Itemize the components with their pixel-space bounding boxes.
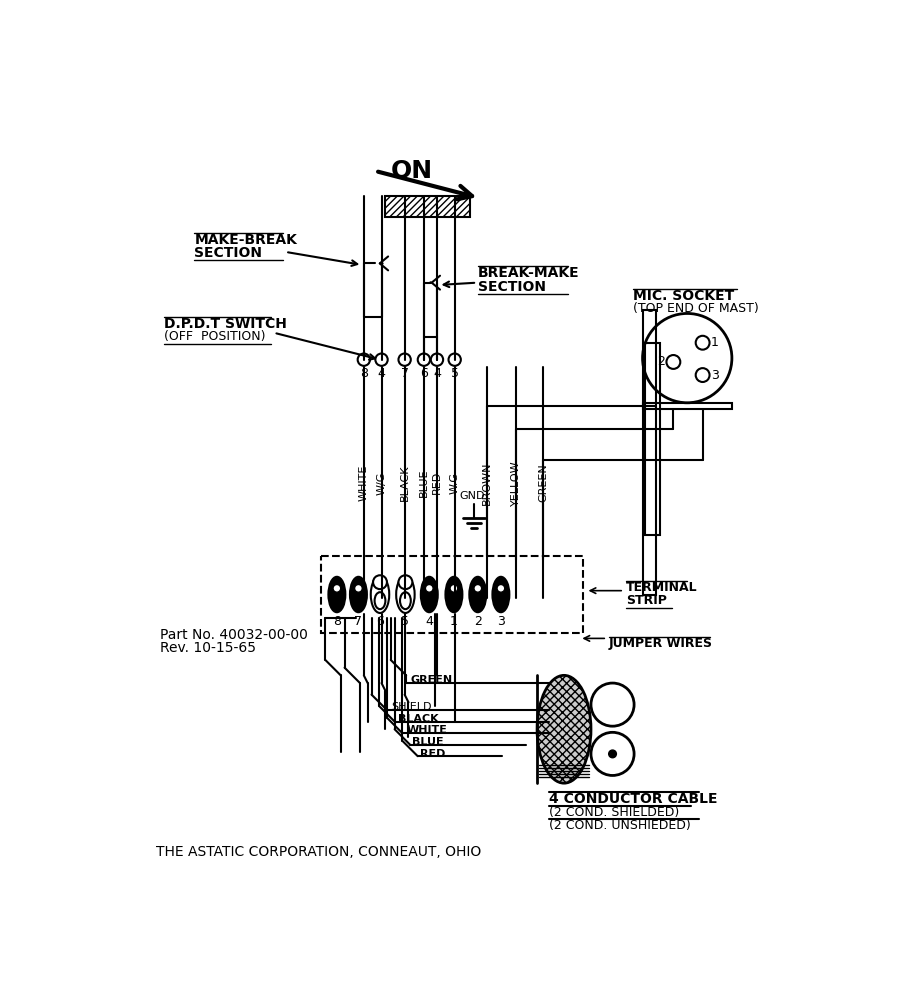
- Text: 7: 7: [401, 367, 409, 380]
- Text: 6: 6: [376, 615, 384, 628]
- Text: ON: ON: [391, 159, 433, 183]
- Circle shape: [399, 576, 413, 589]
- Text: MAKE-BREAK: MAKE-BREAK: [194, 233, 297, 247]
- Text: 6: 6: [420, 367, 428, 380]
- Text: 7: 7: [355, 615, 363, 628]
- Text: GREEN: GREEN: [538, 464, 548, 502]
- Text: SHIELD: SHIELD: [391, 703, 431, 713]
- Text: 5: 5: [402, 615, 410, 628]
- Bar: [645, 343, 660, 535]
- Text: 4: 4: [433, 367, 441, 380]
- Text: 5: 5: [450, 367, 459, 380]
- Ellipse shape: [470, 577, 486, 612]
- Ellipse shape: [396, 576, 414, 613]
- Ellipse shape: [350, 577, 367, 612]
- Bar: [643, 310, 657, 596]
- Ellipse shape: [446, 577, 462, 612]
- Text: 4: 4: [426, 615, 433, 628]
- Text: BROWN: BROWN: [482, 461, 492, 505]
- Text: THE ASTATIC CORPORATION, CONNEAUT, OHIO: THE ASTATIC CORPORATION, CONNEAUT, OHIO: [156, 845, 481, 859]
- Text: (2 COND. UNSHIEDED): (2 COND. UNSHIEDED): [549, 820, 691, 833]
- Text: W.G: W.G: [449, 472, 460, 494]
- Text: 2: 2: [473, 615, 482, 628]
- Circle shape: [355, 585, 362, 593]
- Text: TERMINAL: TERMINAL: [625, 582, 697, 595]
- Circle shape: [591, 683, 634, 726]
- Text: Rev. 10-15-65: Rev. 10-15-65: [159, 641, 256, 655]
- Text: BLACK: BLACK: [399, 714, 439, 724]
- Text: 8: 8: [360, 367, 367, 380]
- Ellipse shape: [493, 577, 509, 612]
- Text: BREAK-MAKE: BREAK-MAKE: [478, 266, 579, 280]
- Circle shape: [609, 750, 616, 758]
- Text: 3: 3: [497, 615, 505, 628]
- Text: 4 CONDUCTOR CABLE: 4 CONDUCTOR CABLE: [549, 792, 717, 806]
- Text: 8: 8: [332, 615, 341, 628]
- Circle shape: [450, 585, 458, 593]
- Circle shape: [373, 576, 387, 589]
- Text: YELLOW: YELLOW: [511, 460, 521, 506]
- Ellipse shape: [371, 576, 390, 613]
- Text: 4: 4: [378, 367, 386, 380]
- Bar: [643, 403, 732, 409]
- Ellipse shape: [537, 675, 591, 783]
- Text: W/G: W/G: [377, 471, 387, 495]
- Text: 2: 2: [657, 356, 665, 369]
- Text: SECTION: SECTION: [478, 279, 546, 293]
- Ellipse shape: [375, 592, 385, 609]
- Text: JUMPER WIRES: JUMPER WIRES: [609, 637, 713, 650]
- Text: 1: 1: [450, 615, 458, 628]
- Circle shape: [426, 585, 433, 593]
- Text: SECTION: SECTION: [194, 246, 262, 260]
- Text: D.P.D.T SWITCH: D.P.D.T SWITCH: [164, 318, 286, 332]
- Circle shape: [333, 585, 341, 593]
- Text: BLUE: BLUE: [419, 469, 429, 497]
- Text: RED: RED: [420, 749, 446, 758]
- Circle shape: [474, 585, 482, 593]
- Text: Part No. 40032-00-00: Part No. 40032-00-00: [159, 628, 308, 642]
- Ellipse shape: [400, 592, 411, 609]
- Text: WHITE: WHITE: [406, 726, 447, 736]
- Text: (2 COND. SHIELDED): (2 COND. SHIELDED): [549, 806, 679, 820]
- Text: STRIP: STRIP: [625, 594, 667, 607]
- Text: 1: 1: [711, 337, 719, 349]
- Ellipse shape: [329, 577, 345, 612]
- Text: RED: RED: [432, 471, 442, 495]
- Circle shape: [497, 585, 505, 593]
- Text: (TOP END OF MAST): (TOP END OF MAST): [634, 302, 759, 314]
- Text: WHITE: WHITE: [359, 465, 368, 501]
- Bar: [321, 556, 583, 633]
- Circle shape: [591, 733, 634, 775]
- Bar: [385, 196, 470, 217]
- Text: GREEN: GREEN: [410, 675, 452, 685]
- Text: GND.: GND.: [460, 491, 488, 501]
- Text: BLACK: BLACK: [400, 465, 410, 501]
- Ellipse shape: [421, 577, 437, 612]
- Text: MIC. SOCKET: MIC. SOCKET: [634, 289, 735, 302]
- Text: (OFF  POSITION): (OFF POSITION): [164, 331, 265, 344]
- Text: 3: 3: [711, 369, 719, 382]
- Text: BLUE: BLUE: [413, 737, 444, 747]
